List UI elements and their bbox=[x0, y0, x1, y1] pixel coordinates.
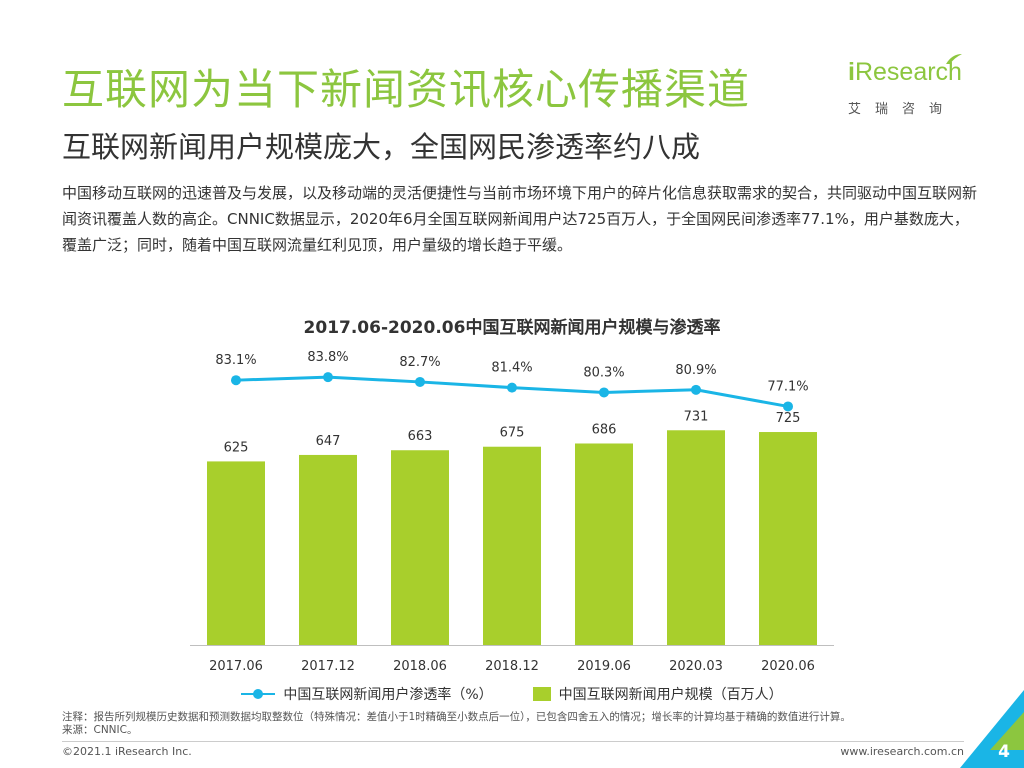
bar-2017.06 bbox=[207, 461, 265, 645]
line-label-2017.12: 83.8% bbox=[307, 350, 348, 365]
bar-label-2020.03: 731 bbox=[684, 409, 709, 424]
bar-2017.12 bbox=[299, 454, 357, 645]
x-tick-2018.06: 2018.06 bbox=[393, 659, 447, 674]
bar-2018.12 bbox=[483, 446, 541, 645]
x-tick-2020.03: 2020.03 bbox=[669, 659, 723, 674]
intro-paragraph: 中国移动互联网的迅速普及与发展，以及移动端的灵活便捷性与当前市场环境下用户的碎片… bbox=[62, 184, 978, 254]
line-label-2020.06: 77.1% bbox=[767, 379, 808, 394]
copyright: ©2021.1 iResearch Inc. bbox=[62, 745, 192, 758]
x-tick-2019.06: 2019.06 bbox=[577, 659, 631, 674]
x-tick-2017.06: 2017.06 bbox=[209, 659, 263, 674]
line-label-2018.12: 81.4% bbox=[491, 361, 532, 376]
line-point-2019.06 bbox=[599, 387, 609, 398]
line-point-2017.12 bbox=[323, 372, 333, 383]
bar-2020.06 bbox=[759, 432, 817, 645]
bar-label-2018.12: 675 bbox=[500, 426, 525, 441]
x-tick-2018.12: 2018.12 bbox=[485, 659, 539, 674]
x-tick-2017.12: 2017.12 bbox=[301, 659, 355, 674]
combo-chart: 625 647 663 675 686 731 725 83.1% 83.8% 82.7% 81.4… bbox=[190, 350, 834, 674]
footer-divider bbox=[62, 741, 964, 742]
footnote: 注释：报告所列规模历史数据和预测数据均取整数位（特殊情况：差值小于1时精确至小数… bbox=[62, 711, 851, 737]
line-point-2017.06 bbox=[231, 375, 241, 386]
legend-penetration-label: 中国互联网新闻用户渗透率（%） bbox=[283, 687, 493, 703]
iresearch-logo: iResearch 艾瑞咨询 bbox=[848, 54, 988, 118]
page-number: 4 bbox=[998, 742, 1010, 762]
bar-2018.06 bbox=[391, 450, 449, 645]
corner-decoration-icon bbox=[960, 690, 1024, 768]
logo-swoosh-icon bbox=[946, 54, 962, 64]
bar-label-2017.12: 647 bbox=[316, 434, 341, 449]
x-tick-2020.06: 2020.06 bbox=[761, 659, 815, 674]
page-subtitle: 互联网新闻用户规模庞大，全国网民渗透率约八成 bbox=[62, 130, 701, 164]
website-link[interactable]: www.iresearch.com.cn bbox=[840, 745, 964, 758]
logo-brand: iResearch bbox=[848, 58, 962, 87]
chart-legend: 中国互联网新闻用户渗透率（%） 中国互联网新闻用户规模（百万人） bbox=[0, 684, 1024, 704]
logo-i-mark: i bbox=[848, 58, 855, 86]
chart-title: 2017.06-2020.06中国互联网新闻用户规模与渗透率 bbox=[303, 318, 721, 338]
bar-2020.03 bbox=[667, 430, 725, 645]
line-point-2018.12 bbox=[507, 382, 517, 393]
legend-item-penetration: 中国互联网新闻用户渗透率（%） bbox=[241, 684, 493, 704]
line-point-2018.06 bbox=[415, 376, 425, 387]
legend-item-users: 中国互联网新闻用户规模（百万人） bbox=[532, 684, 783, 704]
legend-users-label: 中国互联网新闻用户规模（百万人） bbox=[558, 687, 783, 703]
line-label-2018.06: 82.7% bbox=[399, 355, 440, 370]
bar-2019.06 bbox=[575, 443, 633, 645]
line-point-2020.03 bbox=[691, 384, 701, 395]
bar-label-2019.06: 686 bbox=[592, 422, 617, 437]
line-label-2017.06: 83.1% bbox=[215, 353, 256, 368]
line-label-2019.06: 80.3% bbox=[583, 365, 624, 380]
bar-label-2017.06: 625 bbox=[224, 440, 249, 455]
page-title: 互联网为当下新闻资讯核心传播渠道 bbox=[62, 65, 751, 114]
line-point-2020.06 bbox=[783, 401, 793, 412]
logo-brand-text: Research bbox=[854, 58, 962, 86]
footnote-note: 注释：报告所列规模历史数据和预测数据均取整数位（特殊情况：差值小于1时精确至小数… bbox=[62, 711, 851, 723]
line-label-2020.03: 80.9% bbox=[675, 363, 716, 378]
legend-bar-marker-icon bbox=[532, 687, 551, 701]
bar-label-2018.06: 663 bbox=[408, 429, 433, 444]
footnote-source: 来源：CNNIC。 bbox=[62, 724, 138, 736]
legend-line-marker-icon bbox=[241, 689, 276, 699]
bar-label-2020.06: 725 bbox=[776, 411, 801, 426]
logo-chinese: 艾瑞咨询 bbox=[848, 102, 957, 117]
